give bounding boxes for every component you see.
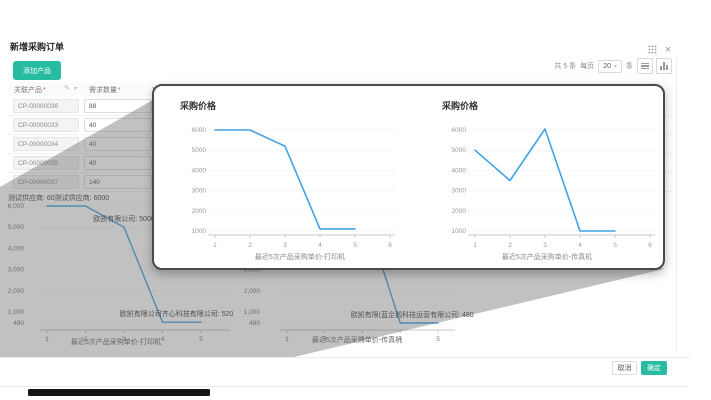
svg-text:2,000: 2,000 xyxy=(8,288,25,295)
taskbar-fragment xyxy=(28,389,210,396)
svg-text:采购价格: 采购价格 xyxy=(441,100,479,111)
product-cell[interactable]: CP-00000034 xyxy=(13,137,79,151)
svg-text:5: 5 xyxy=(436,336,440,343)
svg-text:2000: 2000 xyxy=(192,208,207,215)
purchase-price-chart-fax: 6000 5000 4000 3000 2000 1000 1 2 3 4 5 6 采购价格最近5次产品… xyxy=(441,100,655,261)
footer-divider xyxy=(0,357,690,358)
add-product-button[interactable]: 添加产品 xyxy=(13,61,61,80)
svg-text:5000: 5000 xyxy=(192,147,207,154)
svg-text:5,000: 5,000 xyxy=(8,224,25,231)
product-cell[interactable]: CP-00000037 xyxy=(13,175,79,189)
window-controls: × xyxy=(648,41,671,59)
svg-text:4: 4 xyxy=(578,242,582,249)
quantity-cell[interactable]: 40 xyxy=(84,137,152,151)
cancel-button[interactable]: 取消 xyxy=(612,361,637,375)
window-bottom-edge xyxy=(0,386,688,387)
svg-text:欧凯有限公司齐心科技有限公司: 520: 欧凯有限公司齐心科技有限公司: 520 xyxy=(120,309,234,318)
svg-text:1: 1 xyxy=(285,336,289,343)
svg-text:最近5次产品采购单价-传真机: 最近5次产品采购单价-传真机 xyxy=(312,335,402,344)
svg-text:3,000: 3,000 xyxy=(8,267,25,274)
svg-text:6000: 6000 xyxy=(452,127,467,134)
svg-text:4000: 4000 xyxy=(452,167,467,174)
svg-text:4,000: 4,000 xyxy=(8,245,25,252)
close-icon[interactable]: × xyxy=(664,44,671,56)
quantity-cell[interactable]: 140 xyxy=(84,175,152,189)
quantity-cell[interactable]: 40 xyxy=(84,118,152,132)
svg-text:1: 1 xyxy=(45,336,49,343)
pagination: 共 5 条 每页 20 ▾ 条 xyxy=(554,58,672,74)
svg-text:3: 3 xyxy=(543,242,547,249)
list-view-button[interactable] xyxy=(637,58,653,74)
svg-text:最近5次产品采购单价-打印机: 最近5次产品采购单价-打印机 xyxy=(255,252,345,261)
svg-text:2: 2 xyxy=(84,336,88,343)
column-header-quantity: 需求数量* xyxy=(89,87,121,94)
svg-text:3000: 3000 xyxy=(192,188,207,195)
page-title: 新增采购订单 xyxy=(10,42,65,52)
svg-text:480: 480 xyxy=(13,320,24,327)
svg-text:3: 3 xyxy=(283,242,287,249)
svg-text:6,000: 6,000 xyxy=(8,203,25,210)
apps-grid-icon[interactable] xyxy=(648,41,657,59)
chevron-down-icon: ▾ xyxy=(613,63,617,70)
chevron-down-icon[interactable]: ▾ xyxy=(74,86,78,92)
page-size-select[interactable]: 20 ▾ xyxy=(598,59,622,73)
quantity-cell[interactable]: 40 xyxy=(84,156,152,170)
svg-text:3,000: 3,000 xyxy=(244,267,261,274)
quantity-cell[interactable]: 88 xyxy=(84,99,152,113)
product-cell[interactable]: CP-00000036 xyxy=(13,99,79,113)
svg-text:5: 5 xyxy=(613,242,617,249)
svg-text:4000: 4000 xyxy=(192,167,207,174)
chart-view-button[interactable] xyxy=(656,58,672,74)
list-view-icon xyxy=(641,62,649,70)
confirm-button[interactable]: 确定 xyxy=(641,361,667,375)
svg-text:测试供应商: 60测试供应商: 6000: 测试供应商: 60测试供应商: 6000 xyxy=(8,193,109,202)
per-page-unit: 条 xyxy=(626,63,633,70)
total-count: 共 5 条 xyxy=(554,63,577,70)
svg-text:480: 480 xyxy=(249,320,260,327)
svg-text:5000: 5000 xyxy=(452,147,467,154)
page-size-value: 20 xyxy=(603,62,611,70)
svg-text:1,000: 1,000 xyxy=(244,309,261,316)
svg-text:6: 6 xyxy=(388,242,392,249)
svg-text:5: 5 xyxy=(353,242,357,249)
svg-text:最近5次产品采购单价-打印机: 最近5次产品采购单价-打印机 xyxy=(71,337,161,346)
purchase-price-chart-printer: 6000 5000 4000 3000 2000 1000 1 2 3 4 5 6 采购价格最近5次产品… xyxy=(179,100,395,261)
svg-text:1: 1 xyxy=(473,242,477,249)
svg-text:欧凯有限公司: 5000: 欧凯有限公司: 5000 xyxy=(93,214,155,223)
svg-text:3: 3 xyxy=(361,336,365,343)
svg-text:2,000: 2,000 xyxy=(244,288,261,295)
price-preview-popover: 6000 5000 4000 3000 2000 1000 1 2 3 4 5 6 采购价格最近5次产品… xyxy=(152,84,665,270)
product-cell[interactable]: CP-00000033 xyxy=(13,118,79,132)
svg-text:1000: 1000 xyxy=(192,228,207,235)
chart-view-icon xyxy=(660,62,668,70)
svg-text:6000: 6000 xyxy=(192,127,207,134)
scrollbar-track[interactable] xyxy=(676,58,677,352)
edit-pencil-icon[interactable]: ✎ xyxy=(64,85,70,92)
svg-text:2: 2 xyxy=(248,242,252,249)
svg-text:3000: 3000 xyxy=(452,188,467,195)
svg-text:2: 2 xyxy=(323,336,327,343)
svg-text:6: 6 xyxy=(648,242,652,249)
product-cell[interactable]: CP-00000035 xyxy=(13,156,79,170)
svg-text:最近5次产品采购单价-传真机: 最近5次产品采购单价-传真机 xyxy=(502,252,592,261)
svg-text:3: 3 xyxy=(122,336,126,343)
svg-text:1000: 1000 xyxy=(452,228,467,235)
svg-text:1,000: 1,000 xyxy=(8,309,25,316)
svg-text:采购价格: 采购价格 xyxy=(179,100,217,111)
svg-text:5: 5 xyxy=(199,336,203,343)
background-chart-printer: 6,000 5,000 4,000 3,000 2,000 1,000 480 1 2 3 4 5 最近… xyxy=(8,193,234,346)
svg-text:1: 1 xyxy=(213,242,217,249)
column-header-product: 关联产品* xyxy=(14,87,46,94)
svg-text:2000: 2000 xyxy=(452,208,467,215)
svg-text:4: 4 xyxy=(318,242,322,249)
svg-text:4: 4 xyxy=(161,336,165,343)
svg-text:欧凯有限(蓝企鹅科技运营有限公司: 480: 欧凯有限(蓝企鹅科技运营有限公司: 480 xyxy=(351,310,474,319)
svg-text:2: 2 xyxy=(508,242,512,249)
svg-text:4: 4 xyxy=(398,336,402,343)
per-page-label: 每页 xyxy=(580,63,595,70)
